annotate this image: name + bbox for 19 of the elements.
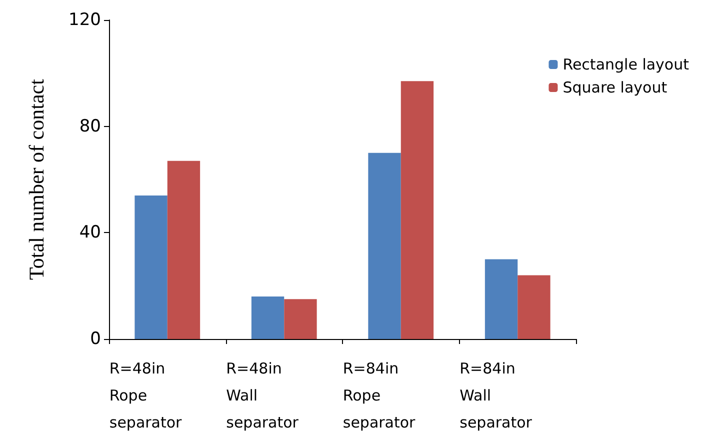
y-tick-label: 40 [79, 222, 101, 243]
y-tick-label: 0 [90, 329, 101, 349]
legend-label: Square layout [562, 78, 668, 96]
bar [400, 81, 434, 339]
y-tick-label: 120 [68, 10, 101, 30]
x-tick-label: R=84in Rope separator [342, 360, 416, 432]
bar [484, 259, 518, 339]
x-tick-label: R=48in Rope separator [109, 360, 183, 432]
bar [284, 299, 317, 339]
y-axis-title: Total number of contact [24, 78, 48, 280]
x-tick-label: R=48in Wall separator [226, 360, 300, 432]
bar [134, 195, 168, 339]
bar [368, 152, 401, 339]
bar [518, 275, 550, 339]
y-tick-label: 80 [79, 116, 101, 136]
legend-label: Rectangle layout [562, 56, 690, 74]
x-tick-label: R=84in Wall separator [460, 360, 533, 432]
bar [251, 296, 284, 339]
bar [167, 160, 200, 339]
